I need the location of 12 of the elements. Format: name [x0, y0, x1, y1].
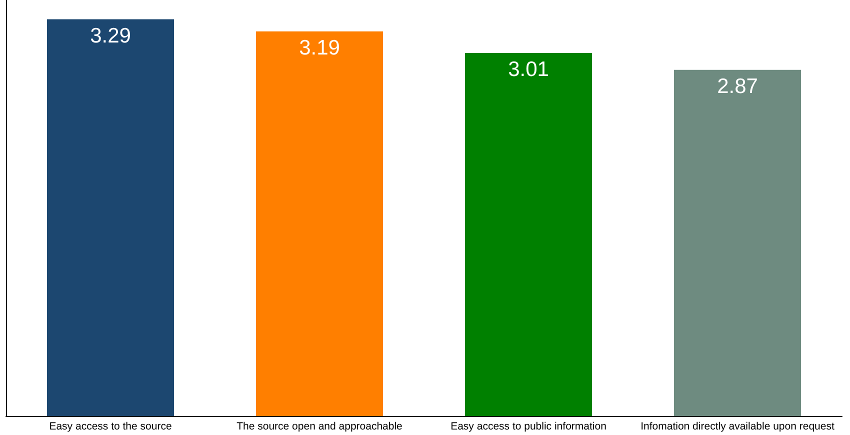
x-tick-label: Easy access to the source: [49, 420, 172, 432]
x-tick-label: Infomation directly available upon request: [640, 420, 834, 432]
data-label: 3.19: [299, 36, 340, 60]
x-tick-label: The source open and approachable: [236, 420, 403, 432]
bar: [465, 53, 592, 416]
data-label: 2.87: [717, 74, 758, 98]
bar: [674, 70, 801, 416]
bar: [256, 31, 383, 416]
data-label: 3.01: [508, 58, 549, 82]
data-label: 3.29: [90, 24, 131, 48]
x-tick-label: Easy access to public information: [450, 420, 607, 432]
bar: [47, 19, 174, 416]
